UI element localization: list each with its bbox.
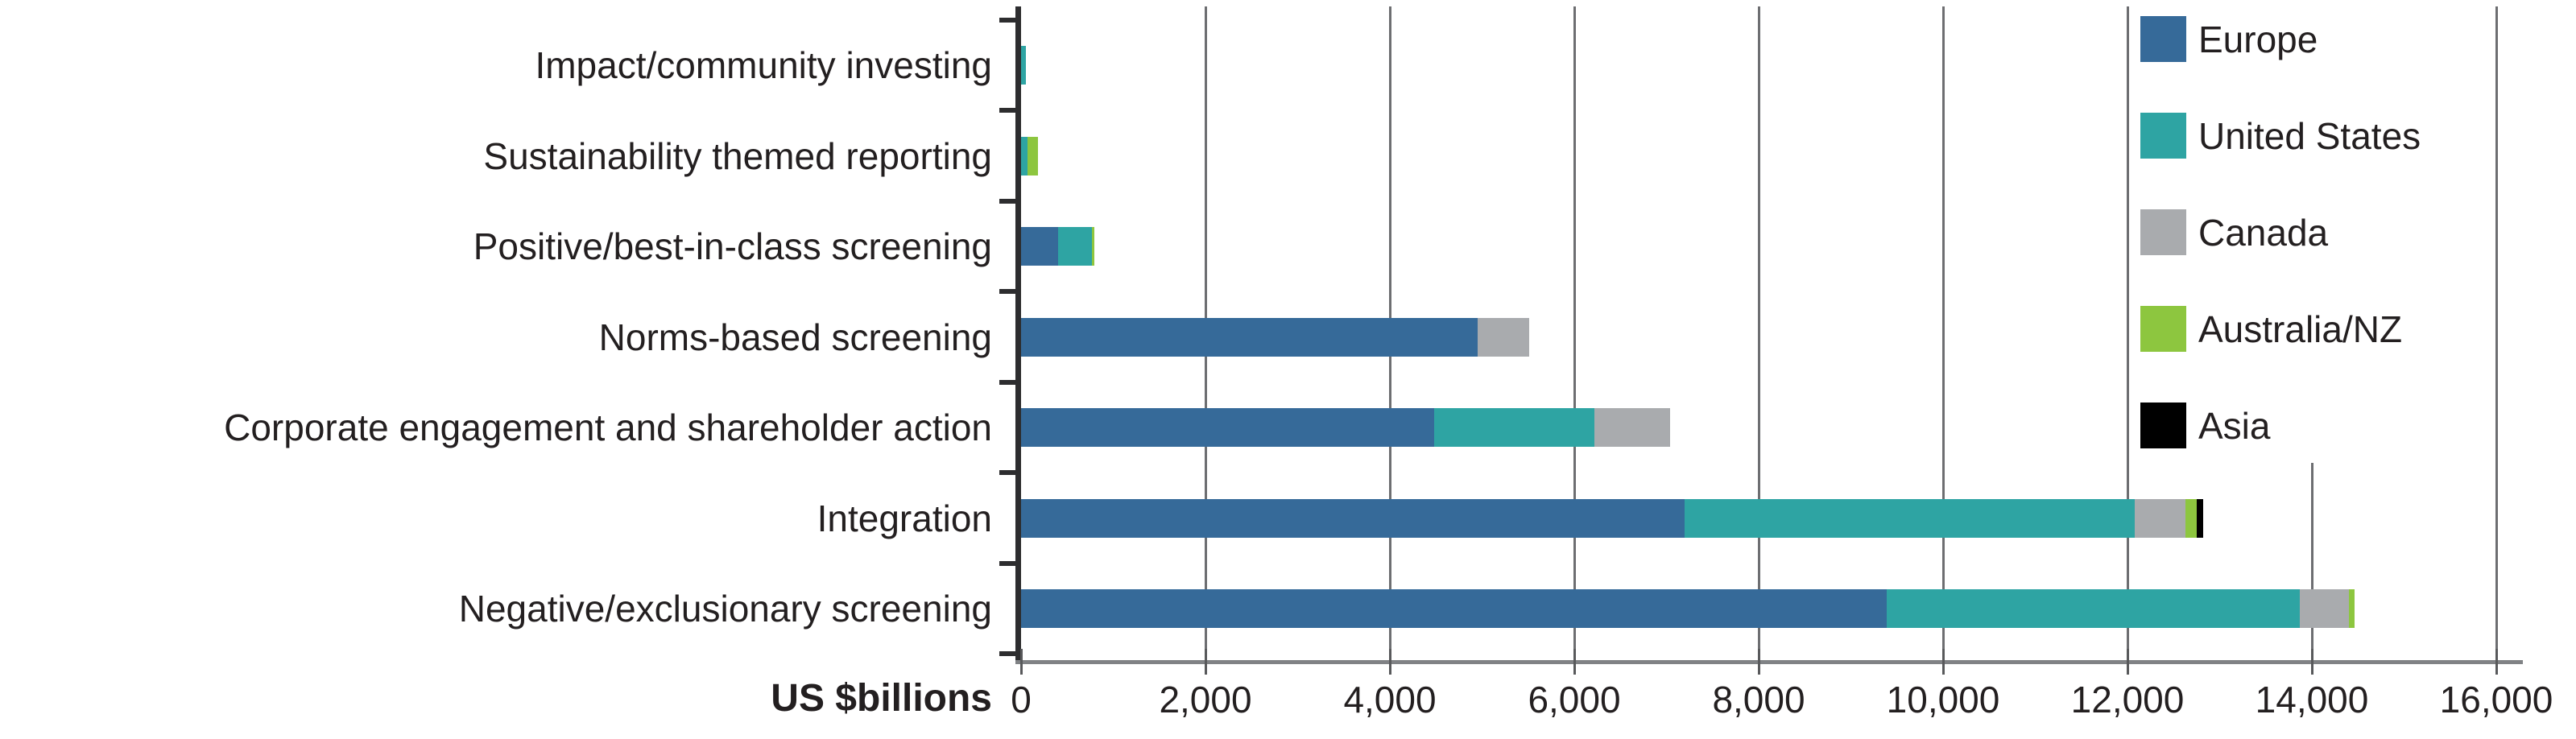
bar-row [1021,46,2496,85]
x-axis-title: US $billions [771,677,992,720]
bar-segment-europe [1021,589,1888,628]
y-axis-tick [999,289,1021,295]
x-axis-line [1015,660,2523,664]
category-label: Corporate engagement and shareholder act… [224,407,992,448]
y-axis-line [1015,6,1021,664]
bar-row [1021,136,2496,175]
legend-label: Europe [2198,18,2318,60]
category-label: Impact/community investing [535,44,992,86]
x-axis-tick [1204,649,1207,675]
bar-segment-united-states [1057,227,1092,266]
category-label: Norms-based screening [598,316,992,358]
bar-segment-canada [1594,408,1671,447]
x-axis-tick [2495,649,2498,675]
x-tick-label: 10,000 [1886,679,2000,720]
gridline-6000 [1573,6,1576,660]
category-label: Sustainability themed reporting [483,134,992,177]
bar-segment-canada [2135,498,2186,538]
x-axis-tick [1388,649,1391,675]
y-axis-tick [999,651,1021,657]
bar-segment-asia [2196,498,2203,538]
gridline-10000 [1941,6,1945,660]
x-tick-label: 6,000 [1528,679,1621,720]
x-axis-tick [1941,649,1945,675]
legend-label: United States [2198,114,2421,157]
category-label: Positive/best-in-class screening [473,225,992,267]
legend-label: Canada [2198,211,2329,254]
bar-segment-united-states [1021,46,1026,85]
bar-row [1021,408,2496,447]
x-tick-label: 0 [1011,679,1032,720]
legend-swatch-united-states [2140,113,2186,159]
x-tick-label: 14,000 [2255,679,2369,720]
x-axis-tick [1019,649,1023,675]
y-axis-tick [999,198,1021,204]
x-axis-tick [1573,649,1576,675]
bar-segment-australia-nz [1091,227,1094,266]
bar-segment-canada [2300,589,2349,628]
legend-item-australia-nz: Australia/NZ [2140,306,2493,352]
bar-segment-europe [1021,227,1058,266]
bar-segment-australia-nz [2348,589,2355,628]
legend-item-asia: Asia [2140,403,2493,448]
x-tick-label: 8,000 [1712,679,1805,720]
bar-row [1021,589,2496,628]
legend-swatch-australia-nz [2140,306,2186,352]
bar-segment-canada [1477,317,1529,357]
legend-swatch-asia [2140,403,2186,448]
bar-segment-united-states [1685,498,2136,538]
legend-swatch-canada [2140,209,2186,255]
bar-segment-europe [1021,498,1685,538]
bar-segment-europe [1021,317,1478,357]
x-tick-label: 12,000 [2070,679,2185,720]
bar-row [1021,227,2496,266]
bar-segment-australia-nz [2185,498,2197,538]
x-tick-label: 16,000 [2439,679,2553,720]
x-axis-tick [1757,649,1760,675]
x-axis-tick [2126,649,2129,675]
gridline-16000 [2495,6,2498,660]
bar-segment-united-states [1021,136,1028,175]
y-axis-tick [999,17,1021,23]
x-tick-label: 4,000 [1343,679,1437,720]
y-axis-tick [999,379,1021,385]
legend-item-canada: Canada [2140,209,2493,255]
legend-label: Australia/NZ [2198,308,2403,350]
bar-row [1021,317,2496,357]
gridline-12000 [2126,6,2129,660]
legend: Europe United States Canada Australia/NZ Asi… [2134,0,2493,463]
y-axis-tick [999,108,1021,114]
category-label: Integration [817,497,992,539]
bar-segment-united-states [1433,408,1595,447]
gridline-8000 [1757,6,1760,660]
bar-row [1021,498,2496,538]
bar-segment-europe [1021,408,1434,447]
y-axis-tick [999,470,1021,476]
bar-segment-united-states [1887,589,2301,628]
bar-segment-australia-nz [1028,136,1039,175]
legend-label: Asia [2198,404,2271,447]
legend-item-europe: Europe [2140,16,2493,62]
x-tick-label: 2,000 [1159,679,1252,720]
legend-swatch-europe [2140,16,2186,62]
x-axis-tick [2310,649,2313,675]
category-label: Negative/exclusionary screening [458,588,992,630]
y-axis-tick [999,560,1021,566]
legend-item-united-states: United States [2140,113,2493,159]
